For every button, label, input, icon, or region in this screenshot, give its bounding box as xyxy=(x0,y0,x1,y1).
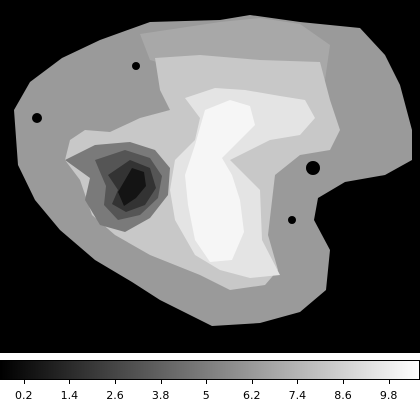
colorbar-tick xyxy=(23,379,25,384)
colorbar-tick-label: 8.6 xyxy=(334,389,352,402)
colorbar-tick xyxy=(388,379,390,384)
colorbar-tick xyxy=(115,379,116,384)
image-panel xyxy=(0,0,420,353)
intensity-map xyxy=(14,15,412,326)
colorbar-tick-label: 9.8 xyxy=(379,389,398,402)
colorbar-tick xyxy=(69,379,71,384)
dark-spot xyxy=(32,113,42,123)
colorbar: 0.2 1.4 2.6 3.8 5 6.2 7.4 8.6 9.8 xyxy=(0,360,420,406)
colorbar-tick xyxy=(297,379,299,384)
colorbar-tick-label: 0.2 xyxy=(15,389,33,402)
colorbar-tick xyxy=(343,379,344,384)
colorbar-tick-label: 1.4 xyxy=(60,389,79,402)
dark-spot xyxy=(306,161,320,175)
colorbar-tick xyxy=(206,379,208,384)
colorbar-tick xyxy=(251,379,253,384)
colorbar-tick-label: 6.2 xyxy=(243,389,261,402)
dark-spot xyxy=(132,62,140,70)
colorbar-tick-label: 5 xyxy=(202,389,210,402)
brightest-core xyxy=(185,100,255,262)
colorbar-tick-label: 2.6 xyxy=(106,389,124,402)
colorbar-tick-label: 7.4 xyxy=(288,389,307,402)
colorbar-gradient xyxy=(0,360,420,380)
colorbar-tick xyxy=(160,379,162,384)
dark-spot xyxy=(288,216,296,224)
darkest-core xyxy=(118,168,146,206)
colorbar-tick-label: 3.8 xyxy=(151,389,170,402)
